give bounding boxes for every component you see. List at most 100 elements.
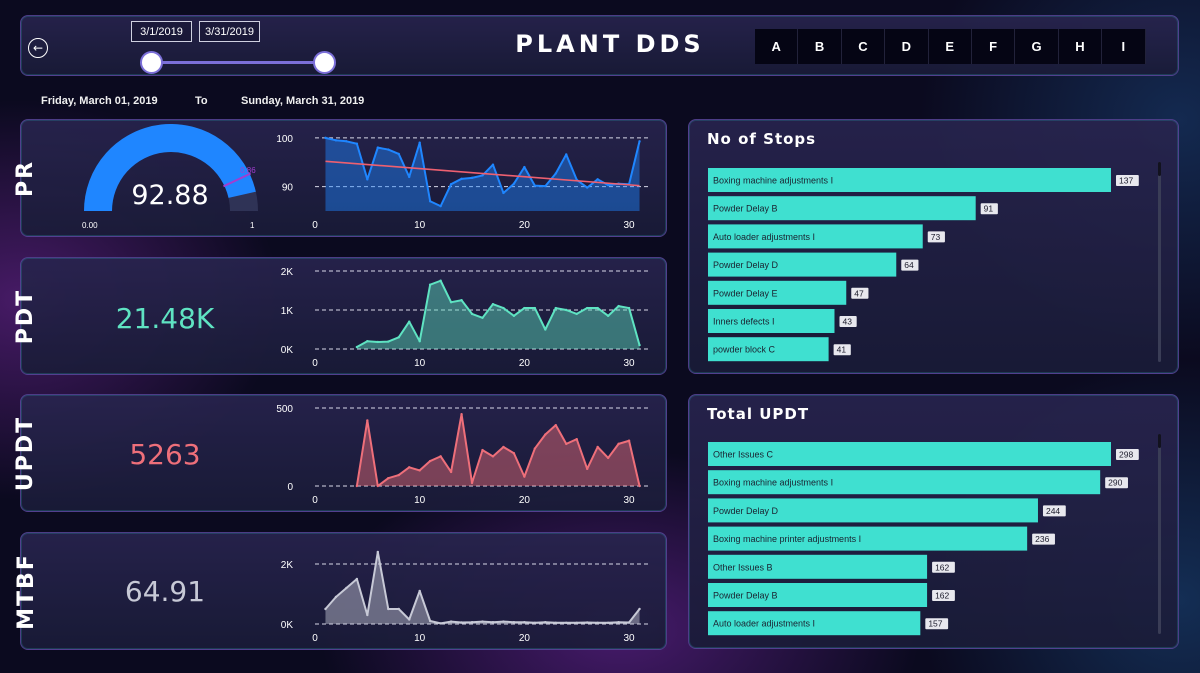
data-point — [449, 470, 453, 474]
pr-value: 92.88 — [131, 180, 209, 211]
start-date-box[interactable]: 3/1/2019 — [131, 21, 192, 42]
pr-area-fill — [325, 137, 640, 211]
data-point — [366, 340, 369, 343]
data-point — [418, 589, 421, 593]
data-point — [428, 459, 432, 463]
updt-bar-chart: Other Issues C 298 Boxing machine adjustme… — [708, 442, 1139, 636]
bar — [708, 224, 923, 249]
filter-button-h[interactable]: H — [1058, 29, 1103, 64]
bar — [708, 196, 976, 221]
data-point — [627, 621, 631, 624]
data-point — [470, 621, 474, 624]
bar-category-label: Powder Delay D — [713, 506, 779, 516]
data-point — [491, 455, 495, 458]
bar — [708, 611, 921, 636]
bar-value-badge — [839, 316, 857, 327]
data-point — [460, 621, 463, 624]
back-button[interactable]: ← — [28, 38, 48, 58]
bar-category-label: Inners defects I — [713, 317, 775, 327]
bar-value-label: 298 — [1119, 450, 1133, 460]
data-point — [481, 620, 484, 623]
data-point — [418, 340, 421, 343]
bar-value-badge — [1105, 477, 1128, 489]
data-point — [585, 186, 589, 189]
data-point — [565, 442, 568, 446]
trend-line — [325, 160, 640, 187]
stops-scrollbar[interactable] — [1158, 162, 1161, 362]
data-point — [575, 621, 578, 624]
data-point — [502, 445, 505, 449]
bar — [708, 168, 1111, 192]
data-point — [387, 148, 390, 151]
bar-category-label: Powder Delay D — [713, 260, 779, 270]
filter-button-d[interactable]: D — [885, 29, 929, 64]
data-point — [565, 308, 568, 312]
data-point — [439, 279, 442, 282]
bar — [708, 583, 928, 607]
data-point — [523, 475, 526, 478]
x-tick-label: 20 — [519, 220, 531, 231]
updt-bars-title: Total UPDT — [707, 405, 810, 423]
bar-value-label: 244 — [1046, 506, 1060, 516]
filter-button-g[interactable]: G — [1015, 29, 1059, 64]
date-slider-track[interactable] — [152, 61, 324, 64]
bar-value-badge — [932, 561, 955, 573]
data-point — [638, 607, 641, 611]
end-date-box[interactable]: 3/31/2019 — [199, 21, 260, 42]
data-point — [617, 442, 620, 446]
y-tick-label: 0K — [281, 620, 294, 631]
bar-category-label: Auto loader adjustments I — [713, 232, 815, 242]
filter-button-a[interactable]: A — [755, 29, 799, 64]
filter-button-b[interactable]: B — [798, 29, 842, 64]
pdt-area-fill — [356, 280, 640, 349]
data-point — [565, 621, 568, 624]
filter-button-f[interactable]: F — [971, 29, 1016, 64]
data-point — [638, 343, 641, 347]
data-point — [596, 306, 599, 310]
mtbf-value: 64.91 — [124, 575, 206, 608]
data-point — [606, 621, 610, 624]
gauge-target-marker — [223, 172, 252, 188]
data-point — [387, 477, 390, 480]
updt-bars-scrollbar[interactable] — [1158, 434, 1161, 634]
stops-bar-chart: Boxing machine adjustments I 137 Powder De… — [708, 168, 1139, 362]
data-point — [355, 577, 359, 581]
range-from-text: Friday, March 01, 2019 — [41, 95, 158, 107]
data-point — [638, 140, 641, 143]
filter-button-i[interactable]: I — [1102, 29, 1146, 64]
date-slider-end-handle[interactable] — [313, 51, 336, 74]
data-point — [387, 340, 390, 343]
gauge-fill — [84, 124, 256, 212]
bar — [708, 498, 1038, 523]
filter-button-e[interactable]: E — [928, 29, 972, 64]
bar — [708, 280, 847, 305]
pdt-trend-chart: 0K 1K 2K 0 10 20 30 — [281, 267, 650, 369]
stops-title: No of Stops — [707, 130, 817, 148]
x-tick-label: 30 — [624, 495, 636, 506]
data-point — [481, 174, 484, 177]
updt-area-fill — [356, 414, 640, 486]
filter-button-c[interactable]: C — [841, 29, 886, 64]
x-tick-label: 0 — [312, 220, 318, 231]
data-point — [512, 621, 516, 624]
bar-value-badge — [932, 590, 955, 601]
pr-gauge: 0.86 0.00 1 — [82, 124, 258, 230]
bar-value-badge — [1116, 449, 1139, 460]
x-tick-label: 0 — [312, 495, 318, 506]
data-point — [366, 419, 369, 422]
data-point — [606, 456, 610, 460]
bar-value-label: 64 — [904, 260, 914, 270]
data-point — [585, 306, 589, 310]
data-point — [439, 204, 442, 208]
data-point — [460, 413, 463, 416]
data-point — [387, 607, 390, 611]
y-tick-label: 0K — [281, 345, 294, 356]
data-point — [397, 473, 400, 477]
updt-trend-chart: 0 500 0 10 20 30 — [276, 404, 650, 506]
x-tick-label: 10 — [414, 220, 426, 231]
mtbf-trend-chart: 0K 2K 0 10 20 30 — [281, 550, 650, 644]
x-tick-label: 10 — [414, 495, 426, 506]
data-point — [397, 607, 400, 611]
date-slider-start-handle[interactable] — [140, 51, 163, 74]
